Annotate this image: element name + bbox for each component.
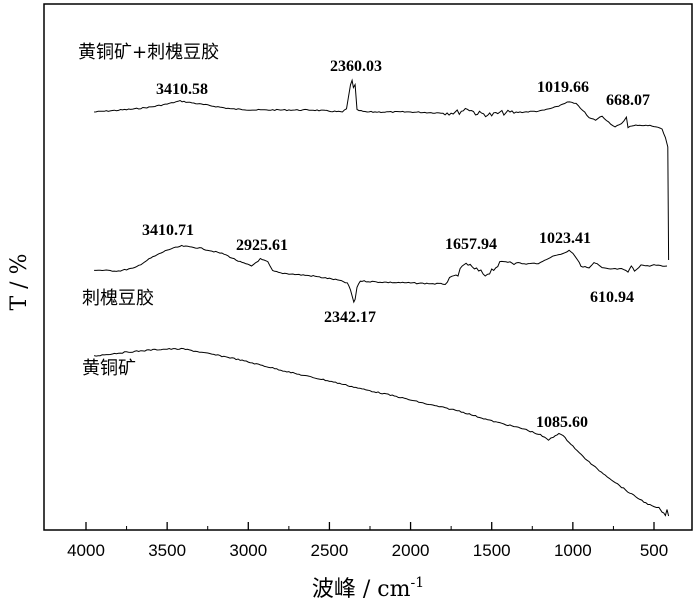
series-line-2 [93, 347, 670, 517]
peak-label: 2342.17 [324, 309, 376, 326]
x-tick-label: 1000 [554, 541, 592, 560]
series-name-label: 黄铜矿+刺槐豆胶 [78, 42, 219, 63]
x-tick-label: 3500 [148, 541, 186, 560]
x-tick-label: 4000 [67, 541, 105, 560]
x-tick-label: 1500 [473, 541, 511, 560]
peak-label: 3410.58 [156, 81, 208, 98]
peak-label: 1657.94 [445, 236, 497, 253]
x-tick-label: 500 [640, 541, 668, 560]
x-tick-label: 2000 [392, 541, 430, 560]
x-tick-label: 3000 [229, 541, 267, 560]
series-name-label: 黄铜矿 [82, 358, 136, 379]
y-axis-title: T / % [7, 254, 32, 311]
peak-label: 668.07 [606, 92, 650, 109]
x-axis-ticks: 4000 3500 3000 2500 2000 1500 1000 500 [67, 522, 668, 560]
peak-label: 2925.61 [236, 237, 288, 254]
spectrum-curves [93, 78, 670, 517]
peak-label: 1019.66 [537, 79, 589, 96]
peak-label: 3410.71 [142, 222, 194, 239]
x-axis-title: 波峰 / cm-1 [312, 575, 424, 602]
peak-label: 1085.60 [536, 414, 588, 431]
series-name-label: 刺槐豆胶 [82, 288, 154, 309]
x-tick-label: 2500 [311, 541, 349, 560]
series-line-0 [94, 78, 670, 261]
peak-label: 610.94 [590, 289, 634, 306]
series-line-1 [94, 244, 668, 304]
peak-label: 2360.03 [330, 58, 382, 75]
plot-frame [43, 3, 693, 531]
peak-label: 1023.41 [539, 230, 591, 247]
